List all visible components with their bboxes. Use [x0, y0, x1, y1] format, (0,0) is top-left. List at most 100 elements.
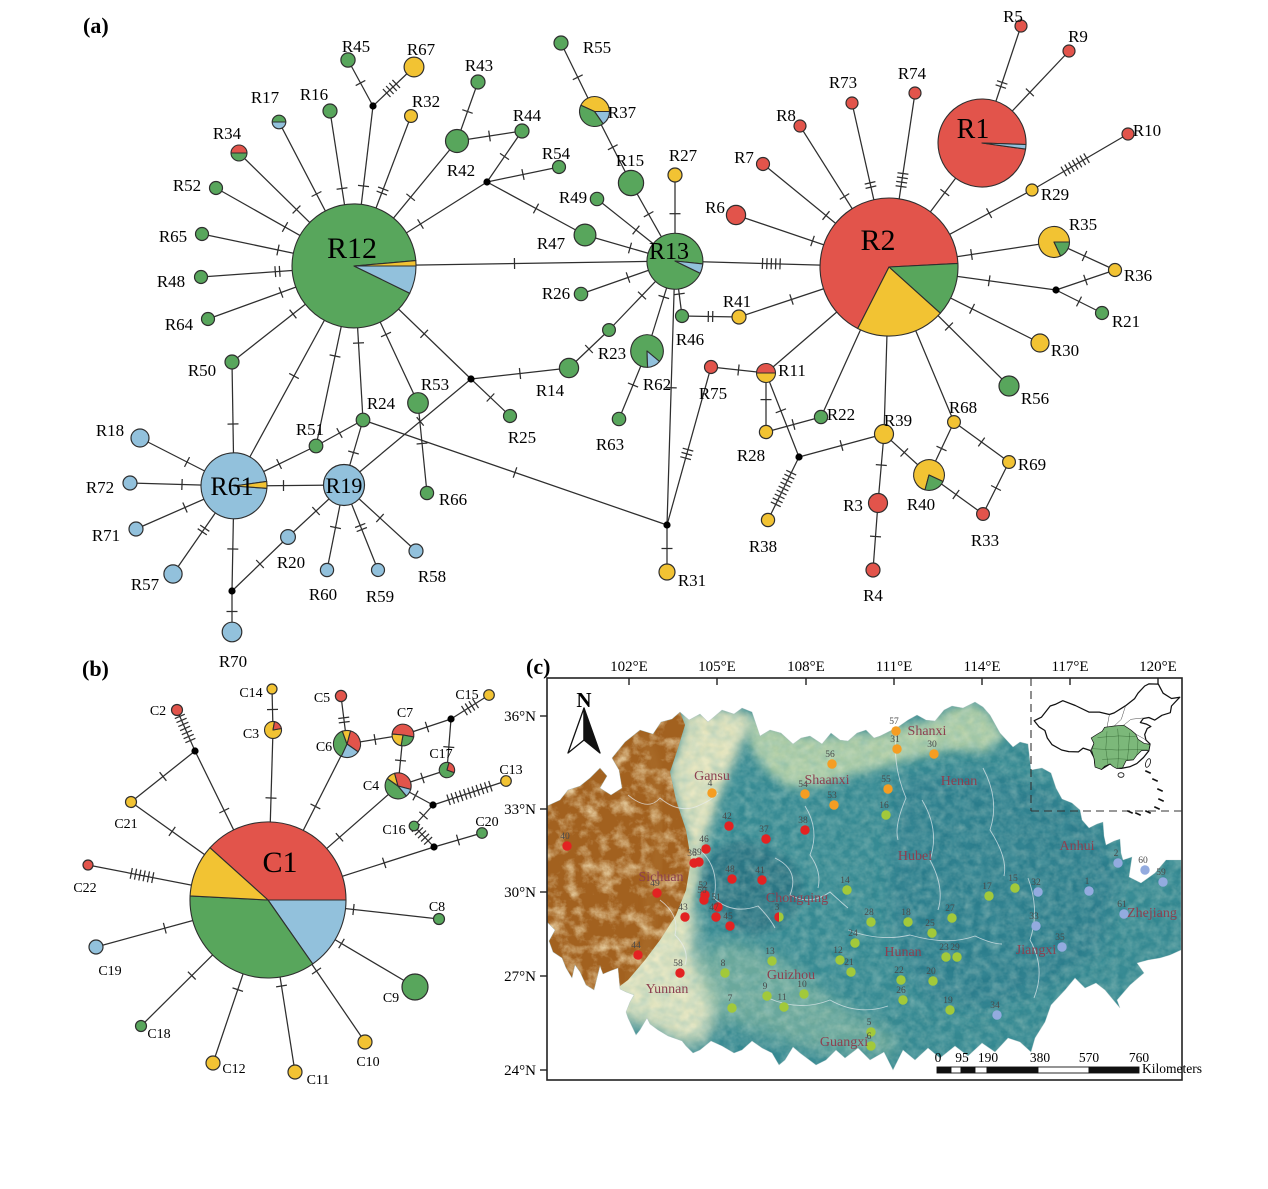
- svg-text:120°E: 120°E: [1139, 659, 1177, 675]
- svg-text:R49: R49: [559, 188, 587, 207]
- svg-text:1: 1: [1085, 877, 1090, 887]
- svg-text:R11: R11: [778, 361, 806, 380]
- svg-text:R17: R17: [251, 88, 280, 107]
- svg-text:Guangxi: Guangxi: [820, 1035, 868, 1050]
- svg-text:R20: R20: [277, 553, 305, 572]
- svg-text:36°N: 36°N: [504, 709, 536, 725]
- svg-text:C22: C22: [73, 881, 96, 896]
- svg-text:R19: R19: [326, 473, 363, 498]
- svg-text:R29: R29: [1041, 185, 1069, 204]
- svg-text:R50: R50: [188, 361, 216, 380]
- svg-text:R12: R12: [327, 232, 377, 265]
- svg-text:35: 35: [1055, 933, 1065, 943]
- svg-text:R60: R60: [309, 585, 337, 604]
- svg-text:R10: R10: [1133, 121, 1161, 140]
- svg-text:R74: R74: [898, 64, 927, 83]
- svg-text:48: 48: [725, 865, 735, 875]
- svg-text:C15: C15: [455, 688, 478, 703]
- svg-text:2: 2: [1114, 849, 1119, 859]
- svg-text:R57: R57: [131, 575, 160, 594]
- svg-text:C13: C13: [499, 763, 522, 778]
- svg-text:95: 95: [955, 1050, 969, 1065]
- svg-text:R40: R40: [907, 495, 935, 514]
- svg-text:R72: R72: [86, 478, 114, 497]
- svg-text:R41: R41: [723, 292, 751, 311]
- svg-text:0: 0: [935, 1050, 942, 1065]
- svg-text:14: 14: [840, 876, 850, 886]
- svg-text:R1: R1: [957, 114, 990, 145]
- svg-text:(a): (a): [83, 13, 109, 38]
- svg-text:R16: R16: [300, 85, 328, 104]
- svg-text:R13: R13: [649, 239, 689, 265]
- svg-text:N: N: [576, 688, 591, 712]
- svg-text:C10: C10: [356, 1055, 379, 1070]
- svg-text:18: 18: [901, 908, 911, 918]
- svg-text:R48: R48: [157, 272, 185, 291]
- svg-text:55: 55: [881, 775, 891, 785]
- svg-text:Guizhou: Guizhou: [767, 968, 815, 983]
- svg-text:30: 30: [927, 740, 937, 750]
- svg-text:R4: R4: [863, 586, 883, 605]
- svg-text:61: 61: [1117, 900, 1127, 910]
- svg-text:13: 13: [765, 947, 775, 957]
- svg-text:R52: R52: [173, 176, 201, 195]
- svg-text:R70: R70: [219, 652, 247, 671]
- svg-text:111°E: 111°E: [876, 659, 913, 675]
- svg-text:11: 11: [777, 993, 786, 1003]
- svg-text:58: 58: [673, 959, 683, 969]
- svg-text:Zhejiang: Zhejiang: [1127, 906, 1177, 921]
- svg-text:46: 46: [699, 835, 709, 845]
- svg-text:3: 3: [775, 903, 780, 913]
- svg-text:6: 6: [867, 1032, 872, 1042]
- svg-text:190: 190: [978, 1050, 999, 1065]
- svg-text:R47: R47: [537, 234, 566, 253]
- svg-text:R3: R3: [843, 496, 863, 515]
- svg-text:C9: C9: [383, 991, 399, 1006]
- svg-text:R63: R63: [596, 435, 624, 454]
- svg-text:R9: R9: [1068, 27, 1088, 46]
- svg-text:23: 23: [939, 943, 949, 953]
- svg-text:9: 9: [763, 982, 768, 992]
- svg-text:Gansu: Gansu: [694, 769, 730, 784]
- svg-text:R18: R18: [96, 421, 124, 440]
- svg-text:Hubei: Hubei: [898, 849, 932, 864]
- svg-text:R67: R67: [407, 40, 436, 59]
- svg-text:R55: R55: [583, 38, 611, 57]
- svg-text:59: 59: [1156, 868, 1166, 878]
- svg-text:C3: C3: [243, 727, 259, 742]
- svg-text:R34: R34: [213, 124, 242, 143]
- svg-text:570: 570: [1079, 1050, 1100, 1065]
- svg-text:56: 56: [825, 750, 835, 760]
- svg-text:R22: R22: [827, 405, 855, 424]
- svg-text:R35: R35: [1069, 215, 1097, 234]
- svg-text:117°E: 117°E: [1051, 659, 1088, 675]
- svg-text:R51: R51: [296, 420, 324, 439]
- svg-text:Sichuan: Sichuan: [638, 870, 683, 885]
- svg-text:57: 57: [889, 717, 899, 727]
- svg-text:C17: C17: [429, 747, 452, 762]
- svg-text:50: 50: [697, 886, 707, 896]
- svg-text:C5: C5: [314, 691, 330, 706]
- svg-text:25: 25: [925, 919, 935, 929]
- svg-text:22: 22: [894, 966, 904, 976]
- svg-text:R43: R43: [465, 56, 493, 75]
- svg-text:C18: C18: [147, 1027, 170, 1042]
- svg-text:26: 26: [896, 986, 906, 996]
- svg-text:21: 21: [844, 958, 854, 968]
- svg-text:Hunan: Hunan: [884, 945, 921, 960]
- svg-text:20: 20: [926, 967, 936, 977]
- svg-text:R75: R75: [699, 384, 727, 403]
- svg-text:114°E: 114°E: [963, 659, 1000, 675]
- svg-text:C8: C8: [429, 900, 445, 915]
- svg-text:54: 54: [798, 780, 808, 790]
- svg-text:36: 36: [687, 849, 697, 859]
- svg-text:7: 7: [728, 994, 733, 1004]
- svg-text:53: 53: [827, 791, 837, 801]
- svg-text:5: 5: [867, 1018, 872, 1028]
- svg-text:R69: R69: [1018, 455, 1046, 474]
- svg-text:28: 28: [864, 908, 874, 918]
- svg-text:45: 45: [723, 912, 733, 922]
- svg-text:108°E: 108°E: [787, 659, 825, 675]
- svg-text:(b): (b): [82, 656, 109, 681]
- svg-text:105°E: 105°E: [698, 659, 736, 675]
